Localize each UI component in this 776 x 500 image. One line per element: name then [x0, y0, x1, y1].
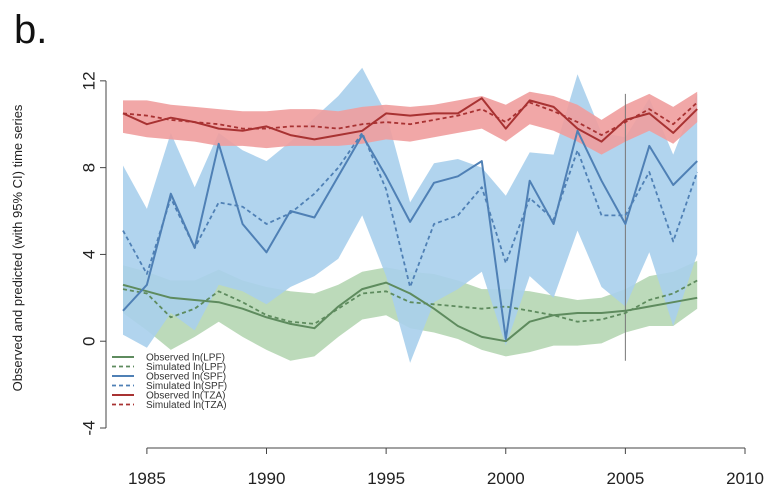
series-line-6 — [122, 101, 698, 137]
axes: -4 0 4 8 12 1985 1990 1995 2000 2005 2010 Observed … — [10, 71, 764, 488]
series-line-3 — [122, 129, 698, 340]
x-tick-label-3: 1995 — [367, 469, 405, 488]
legend-label-2: Simulated ln(LPF) — [146, 362, 226, 373]
panel-label: b. — [14, 8, 48, 52]
y-tick-label-5: 12 — [79, 71, 98, 90]
series-line-1 — [122, 281, 698, 343]
y-tick-label-4: 8 — [79, 163, 98, 172]
legend-label-6: Simulated ln(TZA) — [146, 400, 227, 411]
x-tick-label-5: 2005 — [606, 469, 644, 488]
x-tick-label-6: 2010 — [726, 469, 764, 488]
series-line-5 — [122, 97, 698, 143]
legend: Observed ln(LPF)Simulated ln(LPF)Observe… — [112, 353, 227, 411]
legend-label-1: Observed ln(LPF) — [146, 353, 225, 364]
ci-band-2 — [123, 67, 698, 363]
y-tick-label-2: 0 — [79, 336, 98, 345]
series-line-2 — [122, 279, 698, 325]
series-lines — [122, 93, 699, 361]
legend-label-4: Simulated ln(SPF) — [146, 381, 227, 392]
y-axis-title: Observed and predicted (with 95% CI) tim… — [10, 104, 25, 391]
legend-label-5: Observed ln(TZA) — [146, 391, 225, 402]
x-tick-label-1: 1985 — [128, 469, 166, 488]
x-tick-label-4: 2000 — [487, 469, 525, 488]
legend-label-3: Observed ln(SPF) — [146, 372, 226, 383]
y-tick-label-3: 4 — [79, 250, 98, 259]
y-tick-label-1: -4 — [79, 420, 98, 435]
ci-bands — [123, 67, 698, 363]
x-tick-label-2: 1990 — [248, 469, 286, 488]
